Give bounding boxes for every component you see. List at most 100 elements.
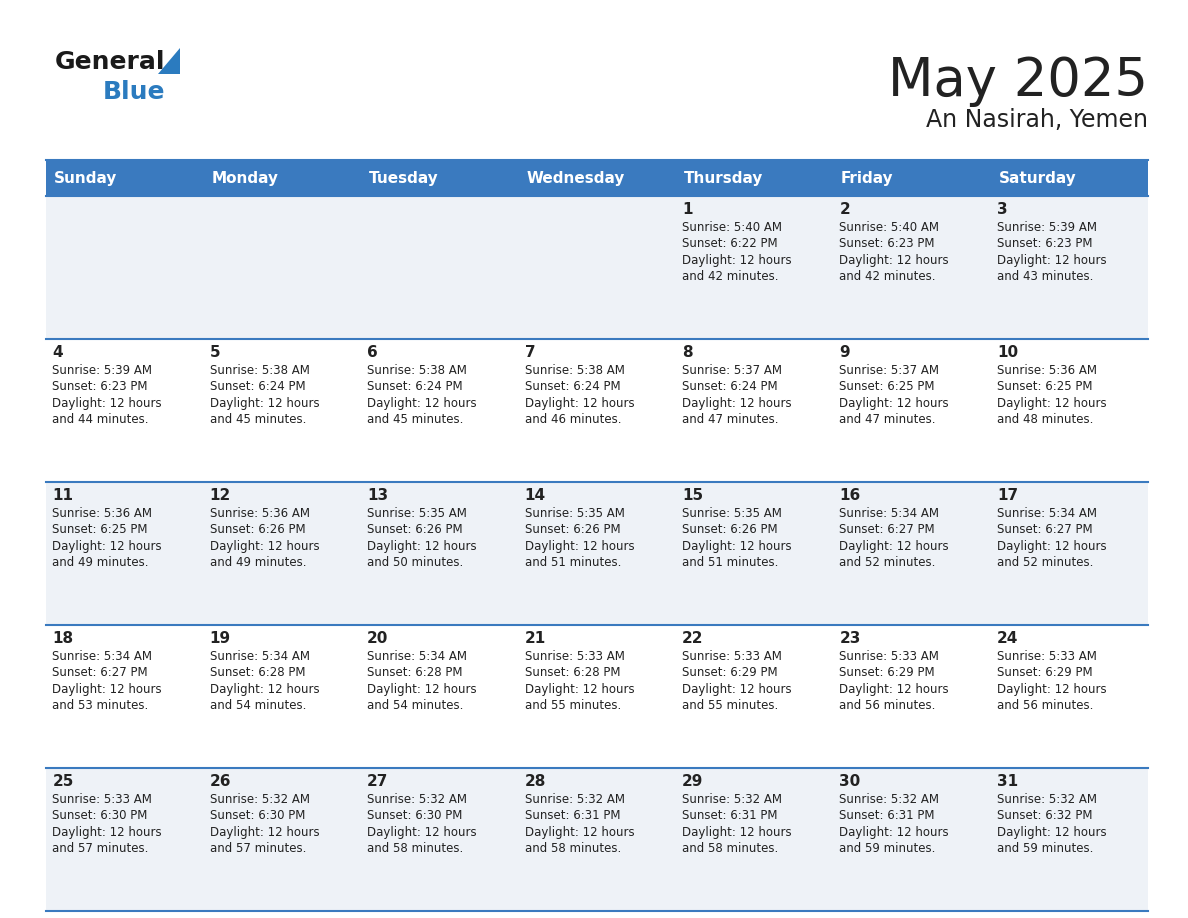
- Text: and 52 minutes.: and 52 minutes.: [997, 556, 1093, 569]
- Text: and 49 minutes.: and 49 minutes.: [52, 556, 148, 569]
- Text: Daylight: 12 hours: Daylight: 12 hours: [525, 540, 634, 553]
- Bar: [203, 339, 361, 482]
- Bar: [518, 768, 676, 911]
- Text: Sunset: 6:25 PM: Sunset: 6:25 PM: [840, 380, 935, 394]
- Text: Sunset: 6:30 PM: Sunset: 6:30 PM: [210, 810, 305, 823]
- Text: Sunset: 6:23 PM: Sunset: 6:23 PM: [840, 238, 935, 251]
- Text: Sunset: 6:24 PM: Sunset: 6:24 PM: [210, 380, 305, 394]
- Text: and 52 minutes.: and 52 minutes.: [840, 556, 936, 569]
- Text: Sunrise: 5:34 AM: Sunrise: 5:34 AM: [52, 650, 152, 663]
- Bar: [203, 625, 361, 768]
- Text: and 54 minutes.: and 54 minutes.: [367, 700, 463, 712]
- Bar: [518, 339, 676, 482]
- Text: 5: 5: [210, 345, 220, 360]
- Bar: [676, 339, 833, 482]
- Text: 17: 17: [997, 488, 1018, 503]
- Text: Sunset: 6:23 PM: Sunset: 6:23 PM: [52, 380, 147, 394]
- Text: and 59 minutes.: and 59 minutes.: [840, 843, 936, 856]
- Text: Daylight: 12 hours: Daylight: 12 hours: [682, 540, 791, 553]
- Bar: [361, 196, 518, 339]
- Text: Sunrise: 5:32 AM: Sunrise: 5:32 AM: [840, 793, 940, 806]
- Text: and 55 minutes.: and 55 minutes.: [525, 700, 621, 712]
- Text: Daylight: 12 hours: Daylight: 12 hours: [840, 683, 949, 696]
- Text: Sunset: 6:24 PM: Sunset: 6:24 PM: [682, 380, 778, 394]
- Text: and 45 minutes.: and 45 minutes.: [367, 413, 463, 427]
- Polygon shape: [158, 48, 181, 74]
- Text: Sunrise: 5:36 AM: Sunrise: 5:36 AM: [52, 507, 152, 520]
- Text: 16: 16: [840, 488, 860, 503]
- Text: and 42 minutes.: and 42 minutes.: [840, 271, 936, 284]
- Text: Sunrise: 5:36 AM: Sunrise: 5:36 AM: [210, 507, 310, 520]
- Text: Sunset: 6:28 PM: Sunset: 6:28 PM: [367, 666, 462, 679]
- Text: 7: 7: [525, 345, 536, 360]
- Text: Sunset: 6:25 PM: Sunset: 6:25 PM: [997, 380, 1093, 394]
- Text: Daylight: 12 hours: Daylight: 12 hours: [997, 397, 1106, 410]
- Text: Sunrise: 5:35 AM: Sunrise: 5:35 AM: [367, 507, 467, 520]
- Text: Daylight: 12 hours: Daylight: 12 hours: [525, 826, 634, 839]
- Text: May 2025: May 2025: [887, 55, 1148, 107]
- Bar: [361, 160, 518, 196]
- Text: 12: 12: [210, 488, 230, 503]
- Text: Sunrise: 5:40 AM: Sunrise: 5:40 AM: [840, 221, 940, 234]
- Text: Sunrise: 5:32 AM: Sunrise: 5:32 AM: [367, 793, 467, 806]
- Bar: [991, 768, 1148, 911]
- Bar: [361, 482, 518, 625]
- Text: and 43 minutes.: and 43 minutes.: [997, 271, 1093, 284]
- Bar: [833, 196, 991, 339]
- Text: Sunrise: 5:40 AM: Sunrise: 5:40 AM: [682, 221, 782, 234]
- Text: Sunset: 6:29 PM: Sunset: 6:29 PM: [840, 666, 935, 679]
- Text: Daylight: 12 hours: Daylight: 12 hours: [997, 540, 1106, 553]
- Bar: [676, 625, 833, 768]
- Text: Sunset: 6:28 PM: Sunset: 6:28 PM: [525, 666, 620, 679]
- Text: Daylight: 12 hours: Daylight: 12 hours: [682, 683, 791, 696]
- Text: 10: 10: [997, 345, 1018, 360]
- Bar: [46, 196, 203, 339]
- Text: Sunset: 6:26 PM: Sunset: 6:26 PM: [682, 523, 778, 536]
- Text: Sunset: 6:32 PM: Sunset: 6:32 PM: [997, 810, 1093, 823]
- Text: Daylight: 12 hours: Daylight: 12 hours: [525, 683, 634, 696]
- Text: 4: 4: [52, 345, 63, 360]
- Text: and 50 minutes.: and 50 minutes.: [367, 556, 463, 569]
- Text: 29: 29: [682, 774, 703, 789]
- Bar: [991, 339, 1148, 482]
- Bar: [46, 768, 203, 911]
- Text: An Nasirah, Yemen: An Nasirah, Yemen: [925, 108, 1148, 132]
- Text: and 54 minutes.: and 54 minutes.: [210, 700, 307, 712]
- Text: Sunrise: 5:32 AM: Sunrise: 5:32 AM: [682, 793, 782, 806]
- Text: Sunset: 6:24 PM: Sunset: 6:24 PM: [367, 380, 463, 394]
- Text: and 42 minutes.: and 42 minutes.: [682, 271, 778, 284]
- Text: 25: 25: [52, 774, 74, 789]
- Text: Daylight: 12 hours: Daylight: 12 hours: [840, 254, 949, 267]
- Text: Sunset: 6:26 PM: Sunset: 6:26 PM: [210, 523, 305, 536]
- Text: and 58 minutes.: and 58 minutes.: [682, 843, 778, 856]
- Bar: [991, 196, 1148, 339]
- Text: Daylight: 12 hours: Daylight: 12 hours: [997, 254, 1106, 267]
- Text: Sunset: 6:27 PM: Sunset: 6:27 PM: [997, 523, 1093, 536]
- Text: 11: 11: [52, 488, 74, 503]
- Bar: [833, 625, 991, 768]
- Text: Sunset: 6:29 PM: Sunset: 6:29 PM: [997, 666, 1093, 679]
- Bar: [991, 625, 1148, 768]
- Text: and 56 minutes.: and 56 minutes.: [997, 700, 1093, 712]
- Bar: [518, 625, 676, 768]
- Text: Sunset: 6:24 PM: Sunset: 6:24 PM: [525, 380, 620, 394]
- Text: Blue: Blue: [103, 80, 165, 104]
- Text: Sunset: 6:22 PM: Sunset: 6:22 PM: [682, 238, 778, 251]
- Text: Sunrise: 5:33 AM: Sunrise: 5:33 AM: [997, 650, 1097, 663]
- Text: Daylight: 12 hours: Daylight: 12 hours: [367, 683, 476, 696]
- Text: Daylight: 12 hours: Daylight: 12 hours: [997, 826, 1106, 839]
- Text: 9: 9: [840, 345, 851, 360]
- Text: Thursday: Thursday: [683, 171, 763, 185]
- Bar: [361, 625, 518, 768]
- Text: Sunrise: 5:35 AM: Sunrise: 5:35 AM: [525, 507, 625, 520]
- Text: Sunset: 6:27 PM: Sunset: 6:27 PM: [52, 666, 148, 679]
- Text: and 49 minutes.: and 49 minutes.: [210, 556, 307, 569]
- Bar: [46, 625, 203, 768]
- Text: Sunset: 6:26 PM: Sunset: 6:26 PM: [525, 523, 620, 536]
- Bar: [203, 482, 361, 625]
- Text: Sunrise: 5:37 AM: Sunrise: 5:37 AM: [682, 364, 782, 377]
- Text: Sunset: 6:30 PM: Sunset: 6:30 PM: [52, 810, 147, 823]
- Bar: [203, 768, 361, 911]
- Bar: [833, 768, 991, 911]
- Text: and 57 minutes.: and 57 minutes.: [52, 843, 148, 856]
